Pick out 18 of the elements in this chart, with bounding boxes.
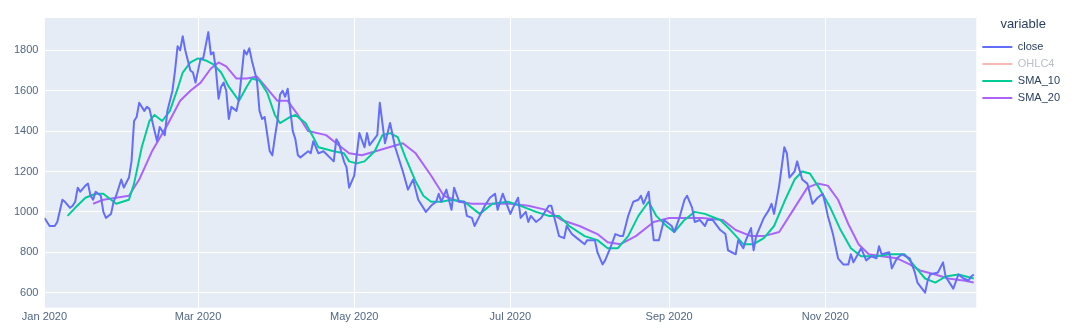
legend-label: SMA_20 xyxy=(1017,91,1061,104)
legend-label: close xyxy=(1017,40,1044,53)
y-tick-label: 1800 xyxy=(13,43,39,56)
y-tick-label: 1600 xyxy=(13,83,39,96)
legend-title: variable xyxy=(1000,16,1046,32)
x-tick-label: Sep 2020 xyxy=(645,310,693,323)
x-tick-label: Nov 2020 xyxy=(801,310,849,323)
y-tick-label: 1000 xyxy=(13,204,39,217)
x-tick-label: May 2020 xyxy=(330,310,379,323)
x-tick-label: Jul 2020 xyxy=(489,310,532,323)
y-tick-label: 800 xyxy=(20,245,39,258)
x-tick-label: Mar 2020 xyxy=(174,310,222,323)
x-tick-label: Jan 2020 xyxy=(21,310,68,323)
y-tick-label: 1200 xyxy=(13,164,39,177)
legend-label: OHLC4 xyxy=(1017,57,1055,70)
legend-label: SMA_10 xyxy=(1017,74,1061,87)
y-tick-label: 600 xyxy=(20,285,39,298)
y-tick-label: 1400 xyxy=(13,124,39,137)
